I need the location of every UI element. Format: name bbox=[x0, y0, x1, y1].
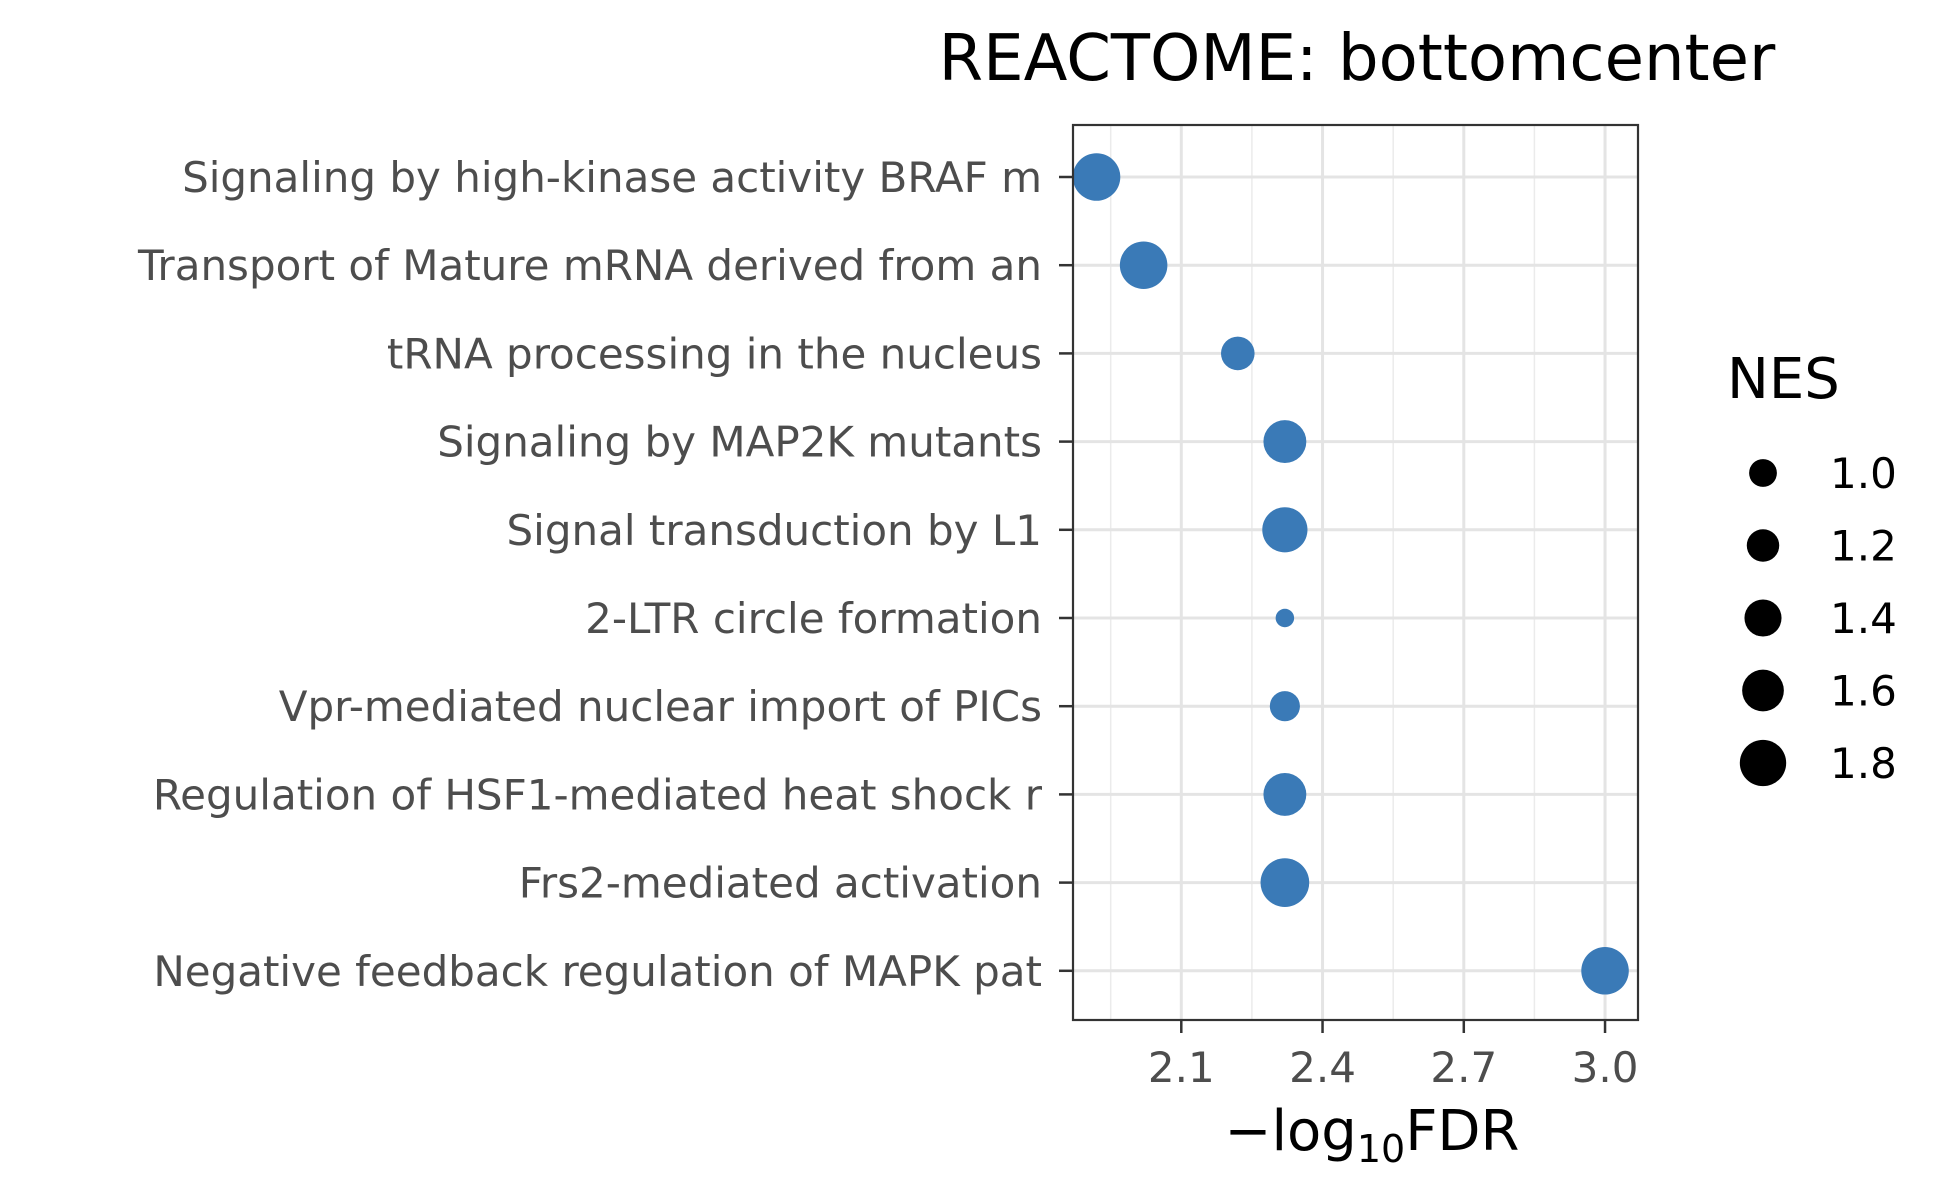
legend-title: NES bbox=[1727, 347, 1840, 412]
data-point bbox=[1220, 336, 1255, 371]
data-point bbox=[1581, 947, 1629, 995]
data-point bbox=[1119, 241, 1168, 289]
x-tick-label: 3.0 bbox=[1572, 1043, 1639, 1092]
x-tick-label: 2.1 bbox=[1148, 1043, 1215, 1092]
panel-border bbox=[1071, 123, 1640, 1022]
y-tick-label: tRNA processing in the nucleus bbox=[387, 329, 1042, 378]
data-point bbox=[1262, 507, 1308, 553]
data-point bbox=[1269, 691, 1300, 722]
x-tick-label: 2.7 bbox=[1430, 1043, 1497, 1092]
size-legend: NES 1.0 1.2 1.4 1.6 1.8 bbox=[1727, 347, 1897, 788]
legend-key-circle bbox=[1739, 739, 1787, 787]
data-point bbox=[1263, 420, 1307, 464]
legend-label: 1.6 bbox=[1830, 667, 1897, 716]
y-tick-label: Signaling by MAP2K mutants bbox=[437, 418, 1042, 467]
data-point bbox=[1263, 772, 1307, 816]
y-tick-label: Signaling by high-kinase activity BRAF m bbox=[182, 153, 1042, 202]
legend-key-circle bbox=[1744, 599, 1782, 637]
x-axis-title-log: log bbox=[1271, 1099, 1356, 1164]
data-point bbox=[1072, 153, 1121, 201]
x-axis-title: −log10FDR bbox=[1225, 1099, 1520, 1171]
legend-key-circle bbox=[1742, 669, 1784, 712]
legend-label: 1.4 bbox=[1830, 594, 1897, 643]
x-axis-title-subscript: 10 bbox=[1357, 1127, 1405, 1171]
x-axis-title-fdr: FDR bbox=[1405, 1099, 1519, 1164]
y-tick-label: Negative feedback regulation of MAPK pat bbox=[153, 947, 1042, 996]
x-axis: 2.1 2.4 2.7 3.0 bbox=[1148, 1020, 1639, 1092]
y-tick-label: Transport of Mature mRNA derived from an bbox=[137, 241, 1042, 290]
grid-lines bbox=[1073, 125, 1638, 1020]
x-tick-label: 2.4 bbox=[1289, 1043, 1356, 1092]
legend-label: 1.2 bbox=[1830, 522, 1897, 571]
legend-key-circle bbox=[1749, 459, 1777, 487]
data-point bbox=[1260, 858, 1310, 907]
y-tick-label: Vpr-mediated nuclear import of PICs bbox=[279, 682, 1042, 731]
y-tick-label: Signal transduction by L1 bbox=[507, 506, 1043, 555]
legend-label: 1.0 bbox=[1830, 449, 1897, 498]
legend-label: 1.8 bbox=[1830, 739, 1897, 788]
y-tick-label: Frs2-mediated activation bbox=[519, 859, 1042, 908]
y-tick-label: 2-LTR circle formation bbox=[585, 594, 1042, 643]
y-tick-label: Regulation of HSF1-mediated heat shock r bbox=[153, 770, 1043, 819]
x-axis-title-prefix: − bbox=[1225, 1099, 1272, 1164]
legend-key-circle bbox=[1746, 529, 1780, 562]
chart-title: REACTOME: bottomcenter bbox=[939, 22, 1776, 96]
y-axis-labels: Signaling by high-kinase activity BRAF m… bbox=[137, 153, 1073, 996]
data-point bbox=[1275, 608, 1295, 628]
data-points bbox=[1072, 153, 1629, 995]
